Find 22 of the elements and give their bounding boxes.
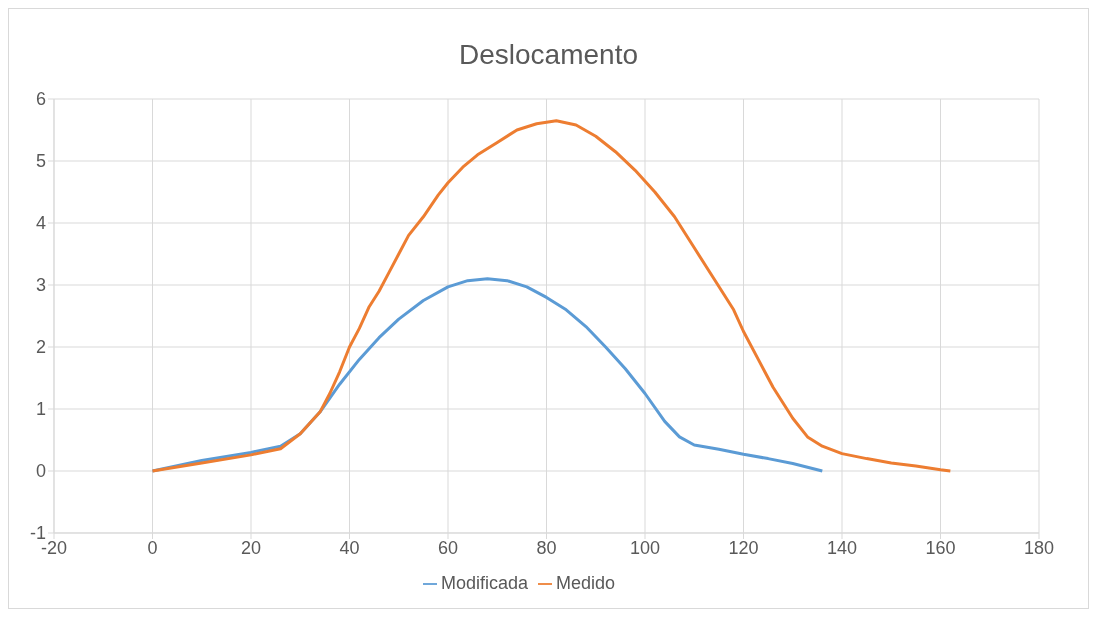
x-tick-label: 140 <box>826 537 858 558</box>
y-tick-label: 0 <box>35 461 46 482</box>
x-tick-label: 0 <box>147 537 158 558</box>
chart-title: Deslocamento <box>458 38 639 72</box>
x-tick-label: 60 <box>437 537 459 558</box>
x-tick-label: 100 <box>629 537 661 558</box>
y-tick-label: 6 <box>35 89 46 110</box>
y-tick-label: 4 <box>35 213 46 234</box>
y-tick-label: 1 <box>35 399 46 420</box>
x-tick-label: 160 <box>925 537 956 558</box>
legend-label: Modificada <box>440 573 528 593</box>
y-tick-label: 2 <box>35 337 46 358</box>
x-tick-label: 20 <box>240 537 262 558</box>
y-tick-label: 5 <box>35 151 46 172</box>
y-tick-label: 3 <box>35 275 46 296</box>
x-tick-label: 80 <box>536 537 557 558</box>
y-tick-label: -1 <box>29 523 46 544</box>
legend-label: Medido <box>556 573 616 593</box>
line-series <box>151 119 952 473</box>
x-tick-label: 180 <box>1023 537 1055 558</box>
x-tick-label: 120 <box>728 537 759 558</box>
x-tick-label: 40 <box>339 537 360 558</box>
